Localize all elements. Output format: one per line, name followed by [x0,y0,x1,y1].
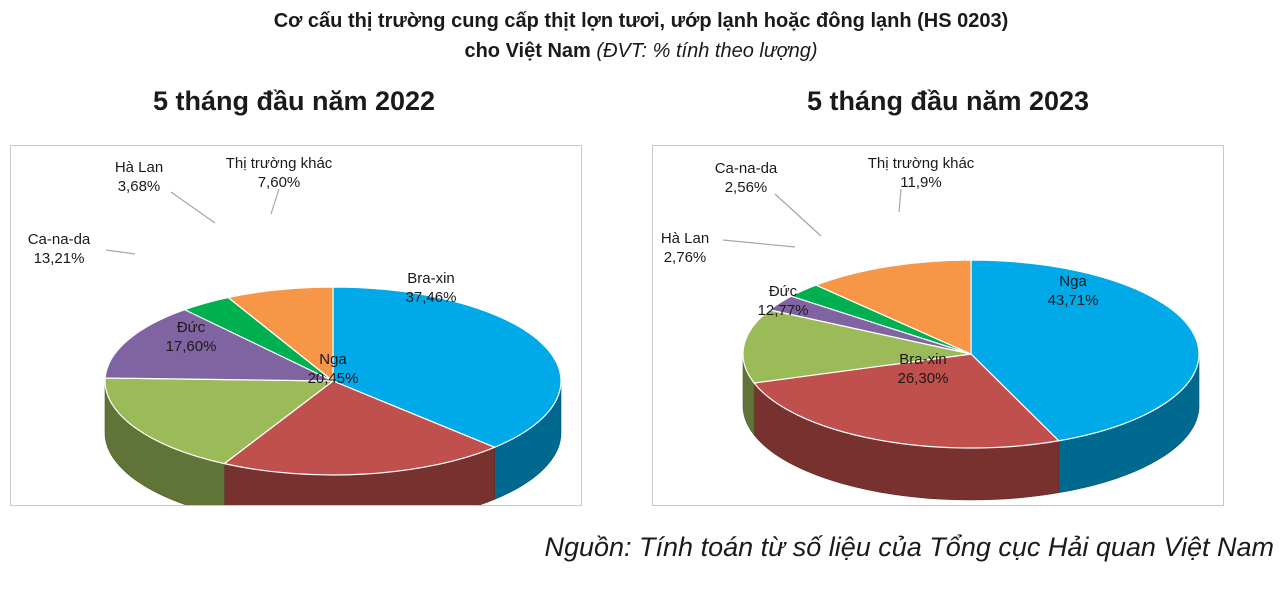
pie-slice-bra-xin [753,353,1060,449]
pie-label-name: Đức [769,283,798,300]
pie-label-name: Thị trường khác [868,155,975,172]
pie-label--c: Đức 17,60% [166,319,217,355]
pie-labels-group: Bra-xin 37,46% Nga 20,45% Đức 17,60% Ca-na-da 1… [28,155,457,387]
pie-label-value: 37,46% [406,289,457,306]
leader-line-th-tr-ng-kh-c [898,188,902,213]
pie-top-group [104,286,562,476]
pie-label-ca-na-da: Ca-na-da 2,56% [715,160,778,196]
subtitle-2023: 5 tháng đầu năm 2023 [806,86,1090,116]
pie-chart-2022: Bra-xin 37,46% Nga 20,45% Đức 17,60% Ca-na-da 1… [28,155,562,505]
pie-slice-th-tr-ng-kh-c [227,286,334,382]
pie-label-nga: Nga 43,71% [1048,273,1099,309]
pie-slice-nga [970,259,1200,442]
pie-side-group [104,380,562,505]
pie-slice--c [742,309,972,384]
subtitle-2022: 5 tháng đầu năm 2022 [152,86,436,116]
pie-label-value: 2,76% [664,249,707,266]
pie-label-bra-xin: Bra-xin 26,30% [898,351,949,387]
leader-line-ca-na-da [105,249,136,255]
leader-line-th-tr-ng-kh-c [270,188,280,215]
pie-label-name: Ca-na-da [715,160,778,177]
pie-label-name: Hà Lan [115,159,163,176]
pie-slice--c [104,377,334,465]
pie-label-name: Nga [1059,273,1087,290]
pie-label-value: 12,77% [758,302,809,319]
pie-label-h-lan: Hà Lan 3,68% [115,159,163,195]
pie-chart-2023-frame: Nga 43,71% Bra-xin 26,30% Đức 12,77% Hà Lan 2,7… [652,145,1224,506]
pie-label-value: 17,60% [166,338,217,355]
pie-label-name: Đức [177,319,206,336]
pie-slice-th-tr-ng-kh-c [815,259,972,355]
pie-label-th-tr-ng-kh-c: Thị trường khác 7,60% [226,155,333,191]
pie-label-value: 11,9% [900,174,941,191]
pie-label-value: 20,45% [308,370,359,387]
pie-label-name: Hà Lan [661,230,709,247]
leader-line-h-lan [722,239,796,248]
pie-label-name: Bra-xin [899,351,947,368]
pie-label-name: Thị trường khác [226,155,333,172]
pie-label-name: Nga [319,351,347,368]
title-country: cho Việt Nam [464,40,591,62]
pie-label-value: 13,21% [34,250,85,267]
pie-label-value: 3,68% [118,178,161,195]
pie-slice-bra-xin [332,286,562,448]
pie-labels-group: Nga 43,71% Bra-xin 26,30% Đức 12,77% Hà Lan 2,7… [661,155,1099,387]
pie-chart-2023: Nga 43,71% Bra-xin 26,30% Đức 12,77% Hà Lan 2,7… [661,155,1200,501]
title-line-2: cho Việt Nam (ĐVT: % tính theo lượng) [0,36,1282,66]
source-note: Nguồn: Tính toán từ số liệu của Tổng cục… [544,532,1274,562]
pie-label-value: 7,60% [258,174,301,191]
pie-label-value: 26,30% [898,370,949,387]
pie-slice-ca-na-da [104,309,334,382]
pie-label-h-lan: Hà Lan 2,76% [661,230,709,266]
title-unit: (ĐVT: % tính theo lượng) [596,40,818,62]
pie-label-bra-xin: Bra-xin 37,46% [406,270,457,306]
leader-line-ca-na-da [774,193,822,237]
chart-title: Cơ cấu thị trường cung cấp thịt lợn tươi… [0,6,1282,66]
pie-label--c: Đức 12,77% [758,283,809,319]
pie-label-ca-na-da: Ca-na-da 13,21% [28,231,91,267]
pie-label-name: Ca-na-da [28,231,91,248]
pie-slice-nga [223,380,496,476]
pie-top-group [742,259,1200,449]
pie-label-name: Bra-xin [407,270,455,287]
leader-line-h-lan [170,191,216,224]
pie-label-nga: Nga 20,45% [308,351,359,387]
title-line-1: Cơ cấu thị trường cung cấp thịt lợn tươi… [273,10,1009,32]
pie-chart-2022-frame: Bra-xin 37,46% Nga 20,45% Đức 17,60% Ca-na-da 1… [10,145,582,506]
pie-label-th-tr-ng-kh-c: Thị trường khác 11,9% [868,155,975,191]
pie-label-value: 43,71% [1048,292,1099,309]
pie-label-value: 2,56% [725,179,768,196]
